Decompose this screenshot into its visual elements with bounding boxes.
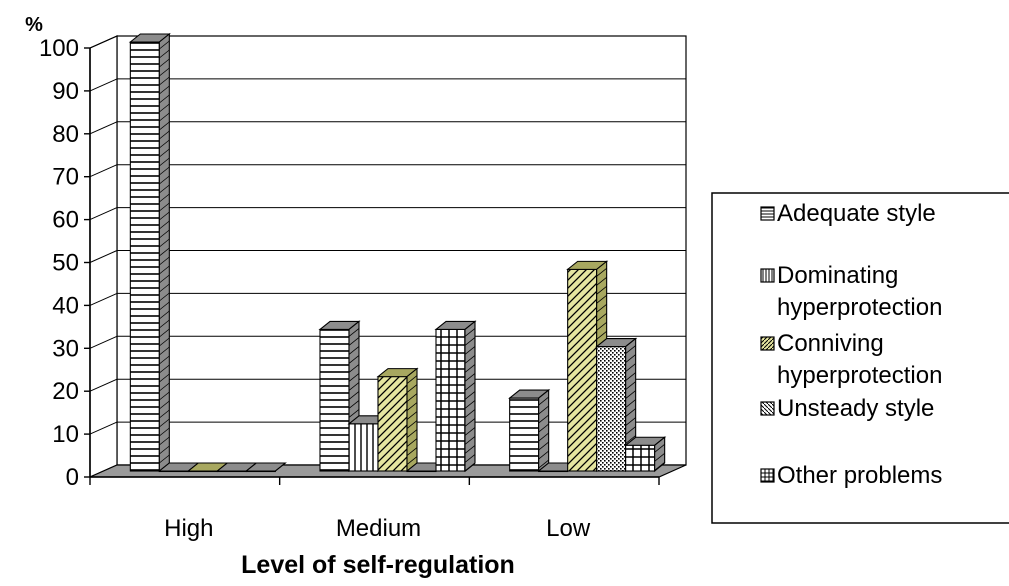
legend-label: hyperprotection — [777, 362, 942, 389]
gridline-side — [89, 78, 118, 92]
y-tick-label: 60 — [52, 207, 79, 234]
gridline-side — [89, 335, 118, 349]
y-tick-label: 10 — [52, 421, 79, 448]
bar-2-0 — [508, 388, 551, 473]
bar-0-0 — [128, 32, 171, 473]
bars — [128, 32, 667, 473]
y-tick-label: 50 — [52, 250, 79, 277]
bar-2-4 — [624, 436, 667, 473]
legend-item: Other problems — [760, 462, 942, 489]
legend-item: Unsteady style — [760, 395, 934, 422]
gridline-side — [89, 121, 118, 135]
legend-swatch — [760, 468, 775, 483]
y-axis-label: % — [25, 14, 43, 36]
y-tick-label: 0 — [66, 464, 79, 491]
x-tick-label: High — [164, 515, 213, 542]
x-axis-label: Level of self-regulation — [241, 551, 515, 579]
legend-label: Adequate style — [777, 200, 936, 227]
legend-box — [711, 192, 1009, 524]
legend-item: Dominating hyperprotection — [760, 262, 942, 321]
y-tick-label: 40 — [52, 292, 79, 319]
bar-1-4 — [434, 320, 477, 473]
x-tick-label: Medium — [336, 515, 421, 542]
legend-label: Unsteady style — [777, 395, 934, 422]
legend-label: Dominating — [777, 262, 898, 289]
legend-item: Adequate style — [760, 200, 936, 227]
axes: 0 10 20 30 40 50 60 70 80 90 100 High Medium Low — [39, 35, 660, 542]
x-tick-label: Low — [546, 515, 591, 542]
legend-label: Conniving — [777, 330, 884, 357]
legend-swatch — [760, 401, 775, 416]
gridline-side — [89, 421, 118, 435]
legend-item: Conniving hyperprotection — [760, 330, 942, 389]
bar-0-4 — [244, 462, 287, 473]
legend: Adequate styleDominatinghyperprotectionC… — [711, 192, 1009, 524]
gridline-side — [89, 250, 118, 263]
y-tick-label: 70 — [52, 164, 79, 191]
y-tick-label: 30 — [52, 335, 79, 362]
bar-2-3 — [595, 337, 638, 473]
y-tick-label: 80 — [52, 121, 79, 148]
gridline-side — [89, 292, 118, 306]
y-tick-label: 20 — [52, 378, 79, 405]
y-tick-label: 100 — [39, 35, 79, 62]
gridline-side — [89, 207, 118, 221]
gridline-side — [89, 35, 118, 49]
gridline-side — [89, 378, 118, 392]
legend-swatch — [760, 268, 775, 283]
gridline-side — [89, 164, 118, 178]
legend-swatch — [760, 336, 775, 351]
y-tick-label: 90 — [52, 78, 79, 105]
bar-1-2 — [376, 367, 419, 473]
bar-0-1 — [157, 462, 200, 473]
legend-label: hyperprotection — [777, 294, 942, 321]
legend-swatch — [760, 206, 775, 221]
legend-label: Other problems — [777, 462, 942, 489]
